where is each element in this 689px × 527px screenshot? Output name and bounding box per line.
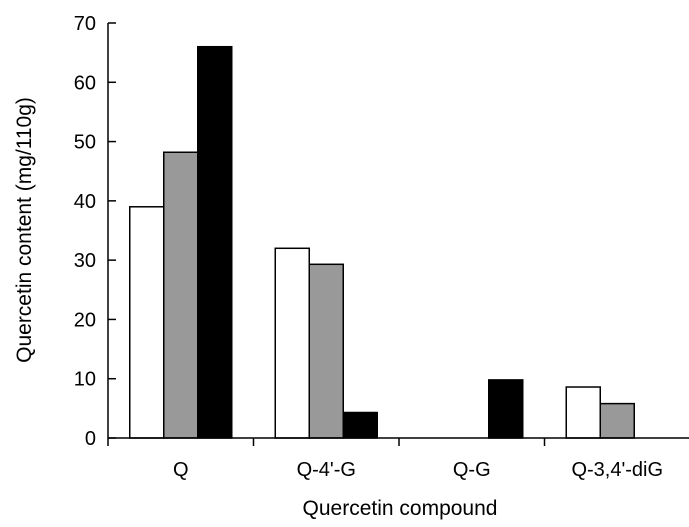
bar-4-series-1: [565, 386, 601, 439]
y-tick-label: 40: [74, 191, 96, 213]
y-tick-label: 50: [74, 132, 96, 154]
y-tick-label: 70: [74, 13, 96, 35]
bar-2-series-1: [274, 247, 310, 439]
bar-2-series-2: [308, 263, 344, 439]
x-axis-title: Quercetin compound: [303, 497, 498, 520]
bar-1-series-2: [163, 151, 199, 439]
bars-group: [129, 45, 635, 439]
x-tick-label: Q-3,4'-diG: [571, 459, 663, 481]
y-tick-label: 60: [74, 72, 96, 94]
bar-2-series-3: [342, 411, 378, 439]
bar-3-series-3: [488, 379, 524, 439]
y-tick-label: 10: [74, 369, 96, 391]
y-tick-label: 20: [74, 309, 96, 331]
y-tick-label: 0: [85, 428, 96, 450]
x-tick-label: Q-G: [453, 459, 491, 481]
axes-group: 0 10 20 30 40 50 60 70 Q Q-4'-G Q-G Q-3,4'-diG: [74, 13, 689, 481]
bar-4-series-2: [599, 402, 635, 439]
y-tick-label: 30: [74, 250, 96, 272]
y-axis-title: Quercetin content (mg/110g): [13, 97, 36, 363]
x-tick-label: Q: [173, 459, 189, 481]
bar-1-series-1: [129, 206, 165, 439]
x-tick-label: Q-4'-G: [297, 459, 356, 481]
bar-1-series-3: [197, 45, 233, 439]
